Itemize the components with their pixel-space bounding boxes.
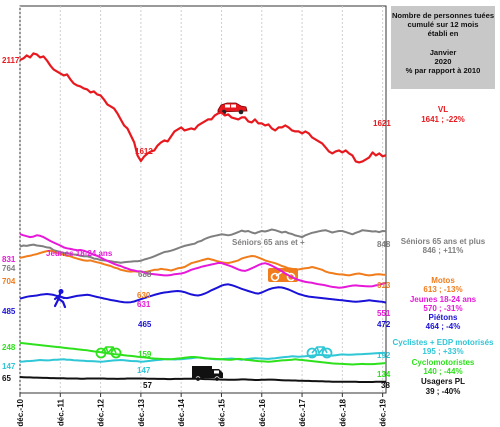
- legend-entry-name: Piétons: [429, 313, 458, 322]
- legend-entry-value: 39 ; -40%: [426, 387, 461, 396]
- mid-value-label: 1612: [135, 147, 153, 156]
- legend-entry-name: Cyclomotoristes: [412, 358, 475, 367]
- series-line: [19, 249, 387, 277]
- start-value-label: 65: [2, 374, 11, 383]
- end-value-label: 192: [377, 351, 391, 360]
- mid-value-label: 631: [137, 300, 151, 309]
- mid-value-label: 159: [138, 350, 152, 359]
- x-tick-label: déc.-13: [137, 398, 146, 426]
- legend-entry-name: Usagers PL: [421, 377, 465, 386]
- end-value-label: 551: [377, 309, 391, 318]
- start-value-label: 764: [2, 264, 16, 273]
- title-box: [391, 6, 495, 89]
- x-tick-label: déc.-15: [217, 398, 226, 426]
- motorcycle-icon: [268, 268, 298, 282]
- series-line: [19, 233, 387, 289]
- title-line: cumulé sur 12 mois: [408, 20, 479, 29]
- series-lines: [19, 52, 387, 383]
- end-value-label: 613: [377, 281, 391, 290]
- series-line: [19, 228, 387, 264]
- end-value-label: 472: [377, 320, 391, 329]
- mid-value-label: 57: [143, 381, 152, 390]
- legend-entry-value: 1641 ; -22%: [421, 115, 465, 124]
- pedestrian-icon: [53, 289, 67, 309]
- gridlines: [19, 6, 384, 393]
- legend-entry-value: 613 ; -13%: [423, 285, 462, 294]
- plot-frame: [19, 5, 387, 394]
- x-tick-label: déc.-11: [56, 398, 65, 426]
- start-value-label: 147: [2, 362, 16, 371]
- legend-entry-name: Cyclistes + EDP motorisés: [392, 338, 494, 347]
- bicycle-icon: [306, 345, 333, 359]
- value-labels: 2117 1612 1621 764 688 848 Séniors 65 ans et +…: [2, 56, 391, 390]
- truck-icon: [192, 366, 223, 382]
- x-tick-label: déc.-17: [298, 398, 307, 426]
- x-tick-label: déc.-14: [177, 398, 186, 426]
- start-value-label: 704: [2, 277, 16, 286]
- end-value-label: 1621: [373, 119, 391, 128]
- title-line: % par rapport à 2010: [406, 66, 481, 75]
- legend-entry-value: 195 ; +33%: [422, 347, 463, 356]
- legend-entry-value: 464 ; -4%: [426, 322, 461, 331]
- end-value-label: 38: [381, 381, 390, 390]
- legend-entry-name: Séniors 65 ans et plus: [401, 237, 486, 246]
- series-line: [19, 376, 386, 383]
- title-line: établi en: [428, 29, 459, 38]
- x-tick-label: déc.-10: [16, 398, 25, 426]
- x-tick-label: déc.-12: [97, 398, 106, 426]
- start-value-label: 831: [2, 255, 16, 264]
- x-tick-label: déc.-19: [379, 398, 388, 426]
- title-line: 2020: [435, 57, 452, 66]
- end-value-label: 848: [377, 240, 391, 249]
- legend-entry-name: VL: [438, 105, 448, 114]
- legend-entry-name: Jeunes 18-24 ans: [410, 295, 477, 304]
- start-value-label: 248: [2, 343, 16, 352]
- end-value-label: 134: [377, 370, 391, 379]
- start-value-label: 485: [2, 307, 16, 316]
- series-line: [19, 341, 387, 366]
- x-tick-label: déc.-16: [258, 398, 267, 426]
- legend-entry-value: 846 ; +11%: [423, 246, 464, 255]
- car-icon: [217, 102, 248, 115]
- legend-entry-value: 570 ; -31%: [423, 304, 462, 313]
- mid-value-label: 688: [138, 270, 152, 279]
- x-tick-label: déc.-18: [338, 398, 347, 426]
- mid-value-label: 147: [137, 366, 151, 375]
- mid-value-label: 630: [137, 291, 151, 300]
- mid-value-label: 465: [138, 320, 152, 329]
- series-line: [19, 283, 387, 304]
- title-line: Janvier: [430, 48, 457, 57]
- legend-entry-value: 140 ; -44%: [423, 367, 462, 376]
- title-line: Nombre de personnes tuées: [392, 11, 494, 20]
- series-line: [19, 52, 387, 164]
- legend-entry-name: Motos: [431, 276, 455, 285]
- inline-series-label: Séniors 65 ans et +: [232, 238, 305, 247]
- start-value-label: 2117: [2, 56, 20, 65]
- x-axis: déc.-10 déc.-11 déc.-12 déc.-13 déc.-14 déc.-…: [16, 393, 388, 427]
- inline-series-label: Jeunes 18-24 ans: [46, 249, 113, 258]
